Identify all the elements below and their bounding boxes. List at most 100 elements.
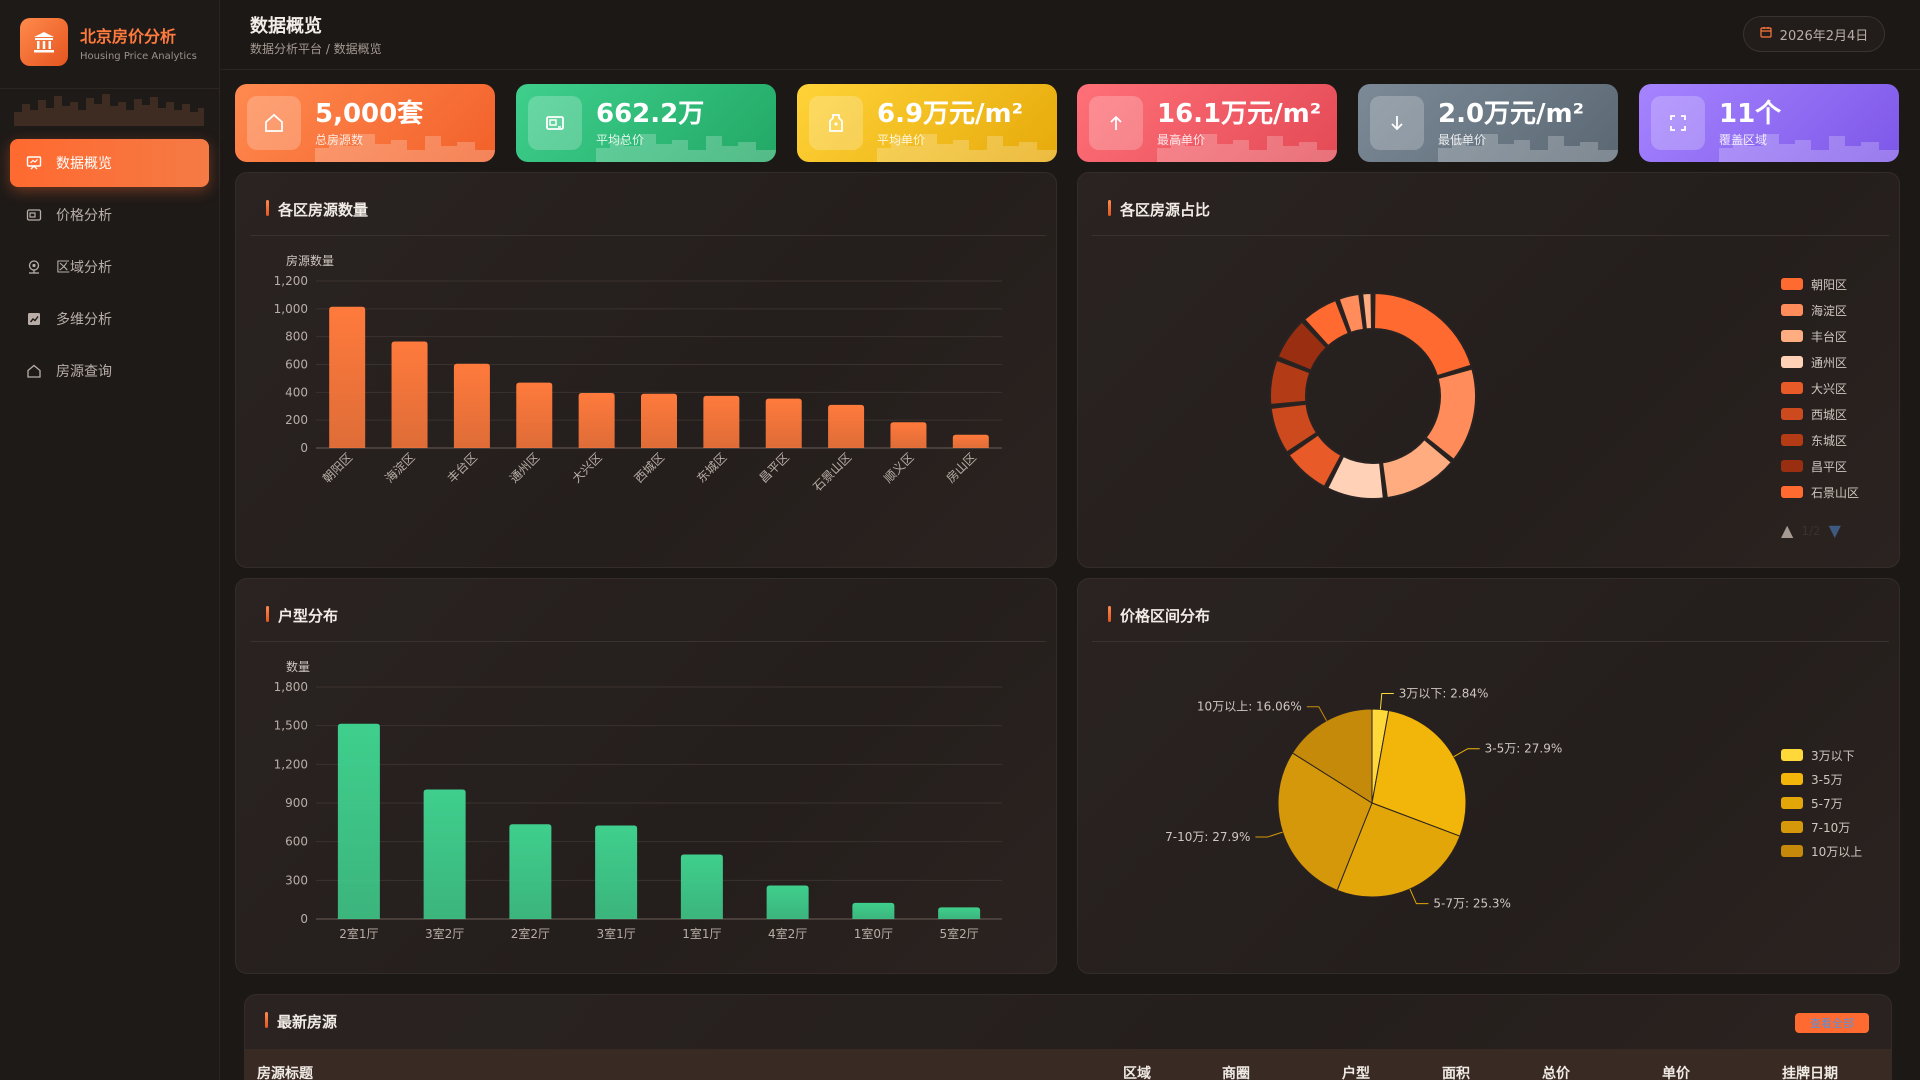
stat-card-avg-unit-price[interactable]: 6.9万元/m² 平均单价 — [797, 84, 1057, 162]
legend-item[interactable]: 东城区 — [1781, 427, 1859, 453]
view-all-button[interactable]: 查看全部 — [1795, 1013, 1869, 1033]
skyline-decoration — [596, 134, 776, 162]
nav-item-overview[interactable]: 数据概览 — [10, 139, 209, 187]
stat-card-max-unit-price[interactable]: 16.1万元/m² 最高单价 — [1077, 84, 1337, 162]
legend-swatch — [1781, 330, 1803, 342]
stat-value: 662.2万 — [596, 98, 705, 129]
stat-value: 16.1万元/m² — [1157, 98, 1322, 129]
pie-label-line — [1306, 706, 1327, 721]
panel-title: 各区房源占比 — [1108, 199, 1210, 220]
nav-item-region[interactable]: 区域分析 — [10, 243, 209, 291]
legend-item[interactable]: 7-10万 — [1781, 815, 1862, 839]
stat-label: 总房源数 — [315, 131, 423, 148]
legend-label: 通州区 — [1811, 355, 1848, 370]
district-count-panel: 各区房源数量 0 200 400 600 800 1,000 1,200 房源数量 朝阳区 海淀区… — [235, 172, 1057, 568]
bar — [453, 363, 490, 448]
brand[interactable]: 北京房价分析 Housing Price Analytics — [20, 18, 197, 66]
legend-swatch — [1781, 278, 1803, 290]
stat-card-districts[interactable]: 11个覆盖区域 — [1639, 84, 1899, 162]
legend-item[interactable]: 通州区 — [1781, 349, 1859, 375]
legend-item[interactable]: 5-7万 — [1781, 791, 1862, 815]
x-tick-label: 3室2厅 — [425, 926, 464, 941]
column-header[interactable]: 挂牌日期 — [1782, 1066, 1838, 1080]
arrow-down-icon — [1370, 96, 1424, 150]
donut-slice — [1276, 320, 1328, 372]
column-header[interactable]: 商圈 — [1222, 1066, 1250, 1080]
legend-swatch — [1781, 821, 1803, 833]
legend-label: 海淀区 — [1811, 303, 1848, 318]
bar — [641, 393, 677, 448]
bar — [938, 907, 981, 919]
pie-label: 5-7万: 25.3% — [1433, 897, 1511, 911]
nav-item-price[interactable]: 价格分析 — [10, 191, 209, 239]
breadcrumb: 数据分析平台 / 数据概览 — [250, 42, 382, 56]
stat-value: 2.0万元/m² — [1438, 98, 1585, 129]
stat-label: 覆盖区域 — [1719, 131, 1781, 148]
legend-swatch — [1781, 382, 1803, 394]
legend-pager: ▲ 1/2 ▼ — [1781, 521, 1841, 540]
legend-item[interactable]: 3万以下 — [1781, 743, 1862, 767]
page-up-icon[interactable]: ▲ — [1781, 521, 1794, 540]
panel-title: 最新房源 — [265, 1011, 337, 1032]
legend-item[interactable]: 昌平区 — [1781, 453, 1859, 479]
donut-slice — [1361, 292, 1373, 331]
legend-label: 7-10万 — [1811, 820, 1851, 835]
nav-item-search[interactable]: 房源查询 — [10, 347, 209, 395]
legend-swatch — [1781, 845, 1803, 857]
pie-slice — [1371, 709, 1467, 837]
calendar-icon — [1760, 26, 1772, 42]
money-icon — [528, 96, 582, 150]
stat-value: 5,000套 — [315, 98, 424, 129]
bar — [595, 825, 638, 919]
column-header[interactable]: 房源标题 — [257, 1066, 313, 1080]
legend-item[interactable]: 海淀区 — [1781, 297, 1859, 323]
legend-item[interactable]: 石景山区 — [1781, 479, 1859, 505]
x-tick-label: 5室2厅 — [939, 926, 978, 941]
date-display[interactable]: 2026年2月4日 — [1743, 16, 1885, 52]
page-down-icon[interactable]: ▼ — [1828, 521, 1841, 540]
legend-label: 朝阳区 — [1811, 277, 1848, 292]
bar — [516, 382, 553, 448]
expand-icon — [1651, 96, 1705, 150]
bar — [509, 824, 552, 919]
y-tick-label: 1,800 — [274, 680, 308, 694]
legend-item[interactable]: 10万以上 — [1781, 839, 1862, 863]
legend-swatch — [1781, 773, 1803, 785]
stat-value: 11个 — [1719, 98, 1782, 129]
column-header[interactable]: 单价 — [1662, 1066, 1690, 1080]
legend-item[interactable]: 3-5万 — [1781, 767, 1862, 791]
panel-title: 各区房源数量 — [266, 199, 368, 220]
stat-card-total-listings[interactable]: 5,000套总房源数 — [235, 84, 495, 162]
legend-item[interactable]: 丰台区 — [1781, 323, 1859, 349]
pie-slice — [1291, 708, 1373, 804]
x-tick-label: 朝阳区 — [320, 450, 355, 485]
skyline-decoration — [1157, 134, 1337, 162]
stat-label: 平均单价 — [877, 131, 1023, 148]
bar — [680, 854, 723, 919]
stat-card-min-unit-price[interactable]: 2.0万元/m² 最低单价 — [1358, 84, 1618, 162]
legend-label: 丰台区 — [1811, 329, 1848, 344]
legend-item[interactable]: 朝阳区 — [1781, 271, 1859, 297]
x-tick-label: 1室1厅 — [682, 926, 721, 941]
table-header: 房源标题 区域 商圈 户型 面积 总价 单价 挂牌日期 — [245, 1049, 1891, 1080]
legend-item[interactable]: 大兴区 — [1781, 375, 1859, 401]
panel-divider — [250, 641, 1046, 642]
bar — [890, 422, 927, 448]
column-header[interactable]: 区域 — [1123, 1066, 1151, 1080]
column-header[interactable]: 户型 — [1342, 1066, 1370, 1080]
legend-swatch — [1781, 797, 1803, 809]
bank-logo-icon — [20, 18, 68, 66]
nav-item-multi[interactable]: 多维分析 — [10, 295, 209, 343]
skyline-decoration — [315, 134, 495, 162]
legend-item[interactable]: 西城区 — [1781, 401, 1859, 427]
stat-card-avg-total-price[interactable]: 662.2万平均总价 — [516, 84, 776, 162]
y-tick-label: 1,000 — [274, 302, 308, 316]
column-header[interactable]: 总价 — [1542, 1066, 1570, 1080]
column-header[interactable]: 面积 — [1442, 1066, 1470, 1080]
app-subtitle: Housing Price Analytics — [80, 50, 197, 62]
legend-label: 西城区 — [1811, 407, 1848, 422]
price-range-panel: 价格区间分布 3万以下: 2.84% 3-5万: 27.9% 5-7万: 25.3%… — [1077, 578, 1900, 974]
layout-distribution-chart: 0 300 600 900 1,200 1,500 1,800 数量 2室1厅 3室2厅 2室2厅 3… — [274, 659, 1002, 941]
legend-swatch — [1781, 304, 1803, 316]
location-icon — [26, 259, 42, 275]
